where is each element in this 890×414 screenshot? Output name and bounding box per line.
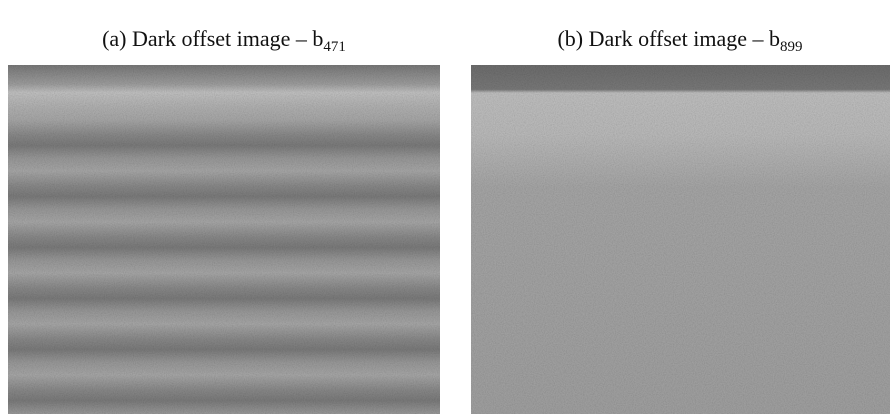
image-noise [471,65,890,414]
caption-text: (a) Dark offset image – b [102,26,323,51]
caption-subscript: 471 [323,39,346,55]
caption-subscript: 899 [780,39,803,55]
figure: (a) Dark offset image – b471 (b) Dark of… [0,0,890,414]
image-b [471,65,890,414]
caption-text: (b) Dark offset image – b [557,26,780,51]
caption: (a) Dark offset image – b471 [102,26,346,55]
caption: (b) Dark offset image – b899 [557,26,802,55]
image-noise [8,65,440,414]
image-a [8,65,440,414]
